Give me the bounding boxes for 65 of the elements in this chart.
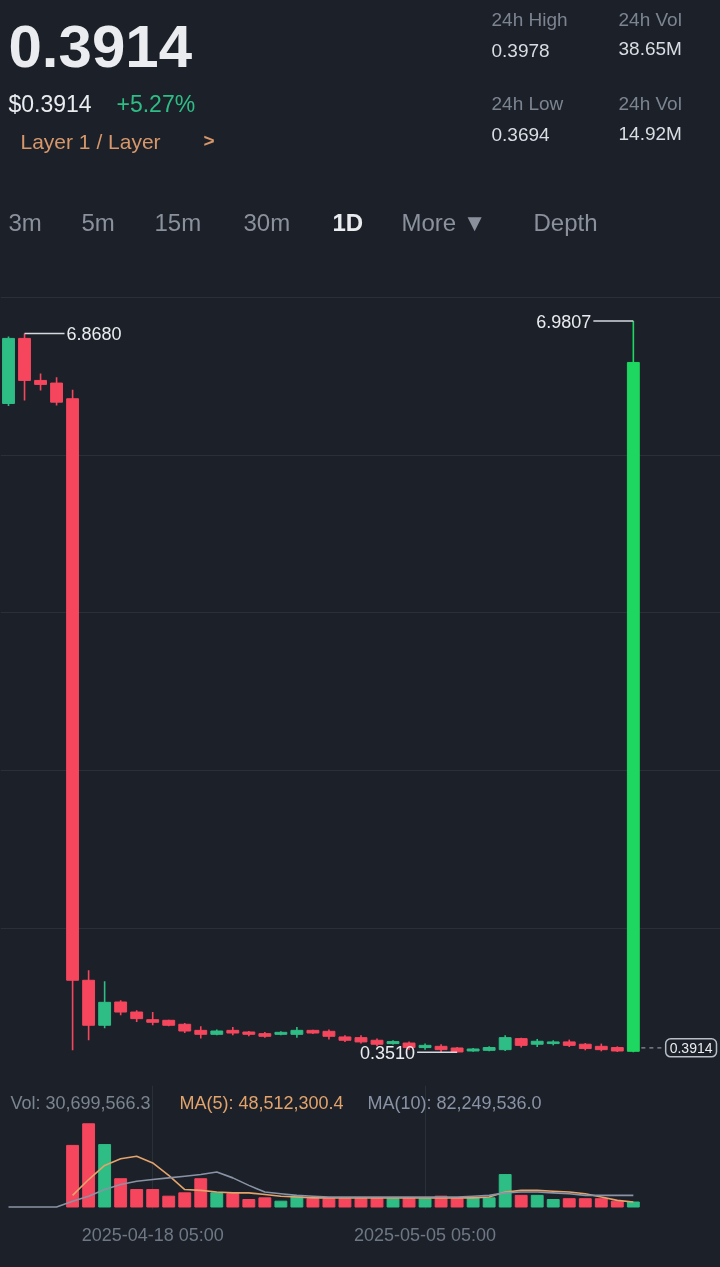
text: > <box>203 130 215 151</box>
bar <box>610 1200 624 1208</box>
text: 24h Low <box>491 93 564 114</box>
text: MA(5): 48,512,300.4 <box>179 1092 344 1113</box>
bar <box>242 1199 256 1208</box>
text: 24h High <box>491 9 568 30</box>
bar <box>530 1194 544 1208</box>
text: 5m <box>81 209 115 236</box>
text: +5.27% <box>116 90 196 117</box>
bar <box>178 1192 192 1208</box>
x-tick-label: 2025-05-05 05:00 <box>354 1224 497 1245</box>
bar <box>130 1189 144 1208</box>
bar <box>370 1198 384 1208</box>
bar <box>402 1198 416 1208</box>
bar <box>210 1192 224 1208</box>
text: Vol: 30,699,566.3 <box>10 1092 151 1113</box>
bar <box>322 1198 336 1208</box>
candlestick <box>50 376 63 407</box>
bar <box>626 1201 640 1208</box>
bar <box>482 1197 496 1208</box>
bar <box>338 1198 352 1208</box>
bar <box>578 1198 592 1208</box>
bar <box>498 1174 512 1208</box>
bar <box>98 1144 112 1208</box>
bar <box>82 1123 96 1208</box>
bar <box>386 1198 400 1208</box>
text: 15m <box>154 209 202 236</box>
bar <box>274 1200 288 1208</box>
text: 14.92M <box>618 123 682 144</box>
text: 0.3694 <box>491 124 551 145</box>
text: 24h Vol <box>618 9 682 30</box>
bar <box>194 1178 208 1208</box>
text: 3m <box>8 209 42 236</box>
candlestick <box>98 980 112 1030</box>
bar <box>258 1197 272 1208</box>
bar <box>450 1198 464 1208</box>
text: 0.3978 <box>491 40 550 61</box>
bar <box>114 1178 128 1208</box>
text: 6.9807 <box>536 311 592 332</box>
text: 30m <box>243 209 291 236</box>
text: 0.3914 <box>8 13 193 80</box>
text: $0.3914 <box>8 90 92 117</box>
bar <box>66 1144 80 1208</box>
x-tick-label: 2025-04-18 05:00 <box>81 1224 224 1245</box>
bar <box>562 1198 576 1208</box>
text: MA(10): 82,249,536.0 <box>367 1092 542 1113</box>
bar <box>594 1198 608 1208</box>
bar <box>354 1198 368 1208</box>
bar <box>466 1197 480 1208</box>
bar <box>514 1194 528 1208</box>
text: Layer 1 / Layer <box>20 130 161 153</box>
text: Depth <box>533 209 598 236</box>
bar <box>306 1198 320 1208</box>
bar <box>418 1198 432 1208</box>
ref-line-label: 0.3914 <box>669 1039 713 1056</box>
text: 24h Vol <box>618 93 682 114</box>
text: 6.8680 <box>66 323 122 344</box>
bar <box>146 1189 160 1208</box>
text: More ▼ <box>401 209 487 236</box>
text: 1D <box>332 209 364 236</box>
bar <box>226 1193 240 1208</box>
text: 0.3510 <box>360 1042 416 1063</box>
text: 38.65M <box>618 38 682 59</box>
bar <box>546 1199 560 1208</box>
bar <box>162 1195 176 1208</box>
